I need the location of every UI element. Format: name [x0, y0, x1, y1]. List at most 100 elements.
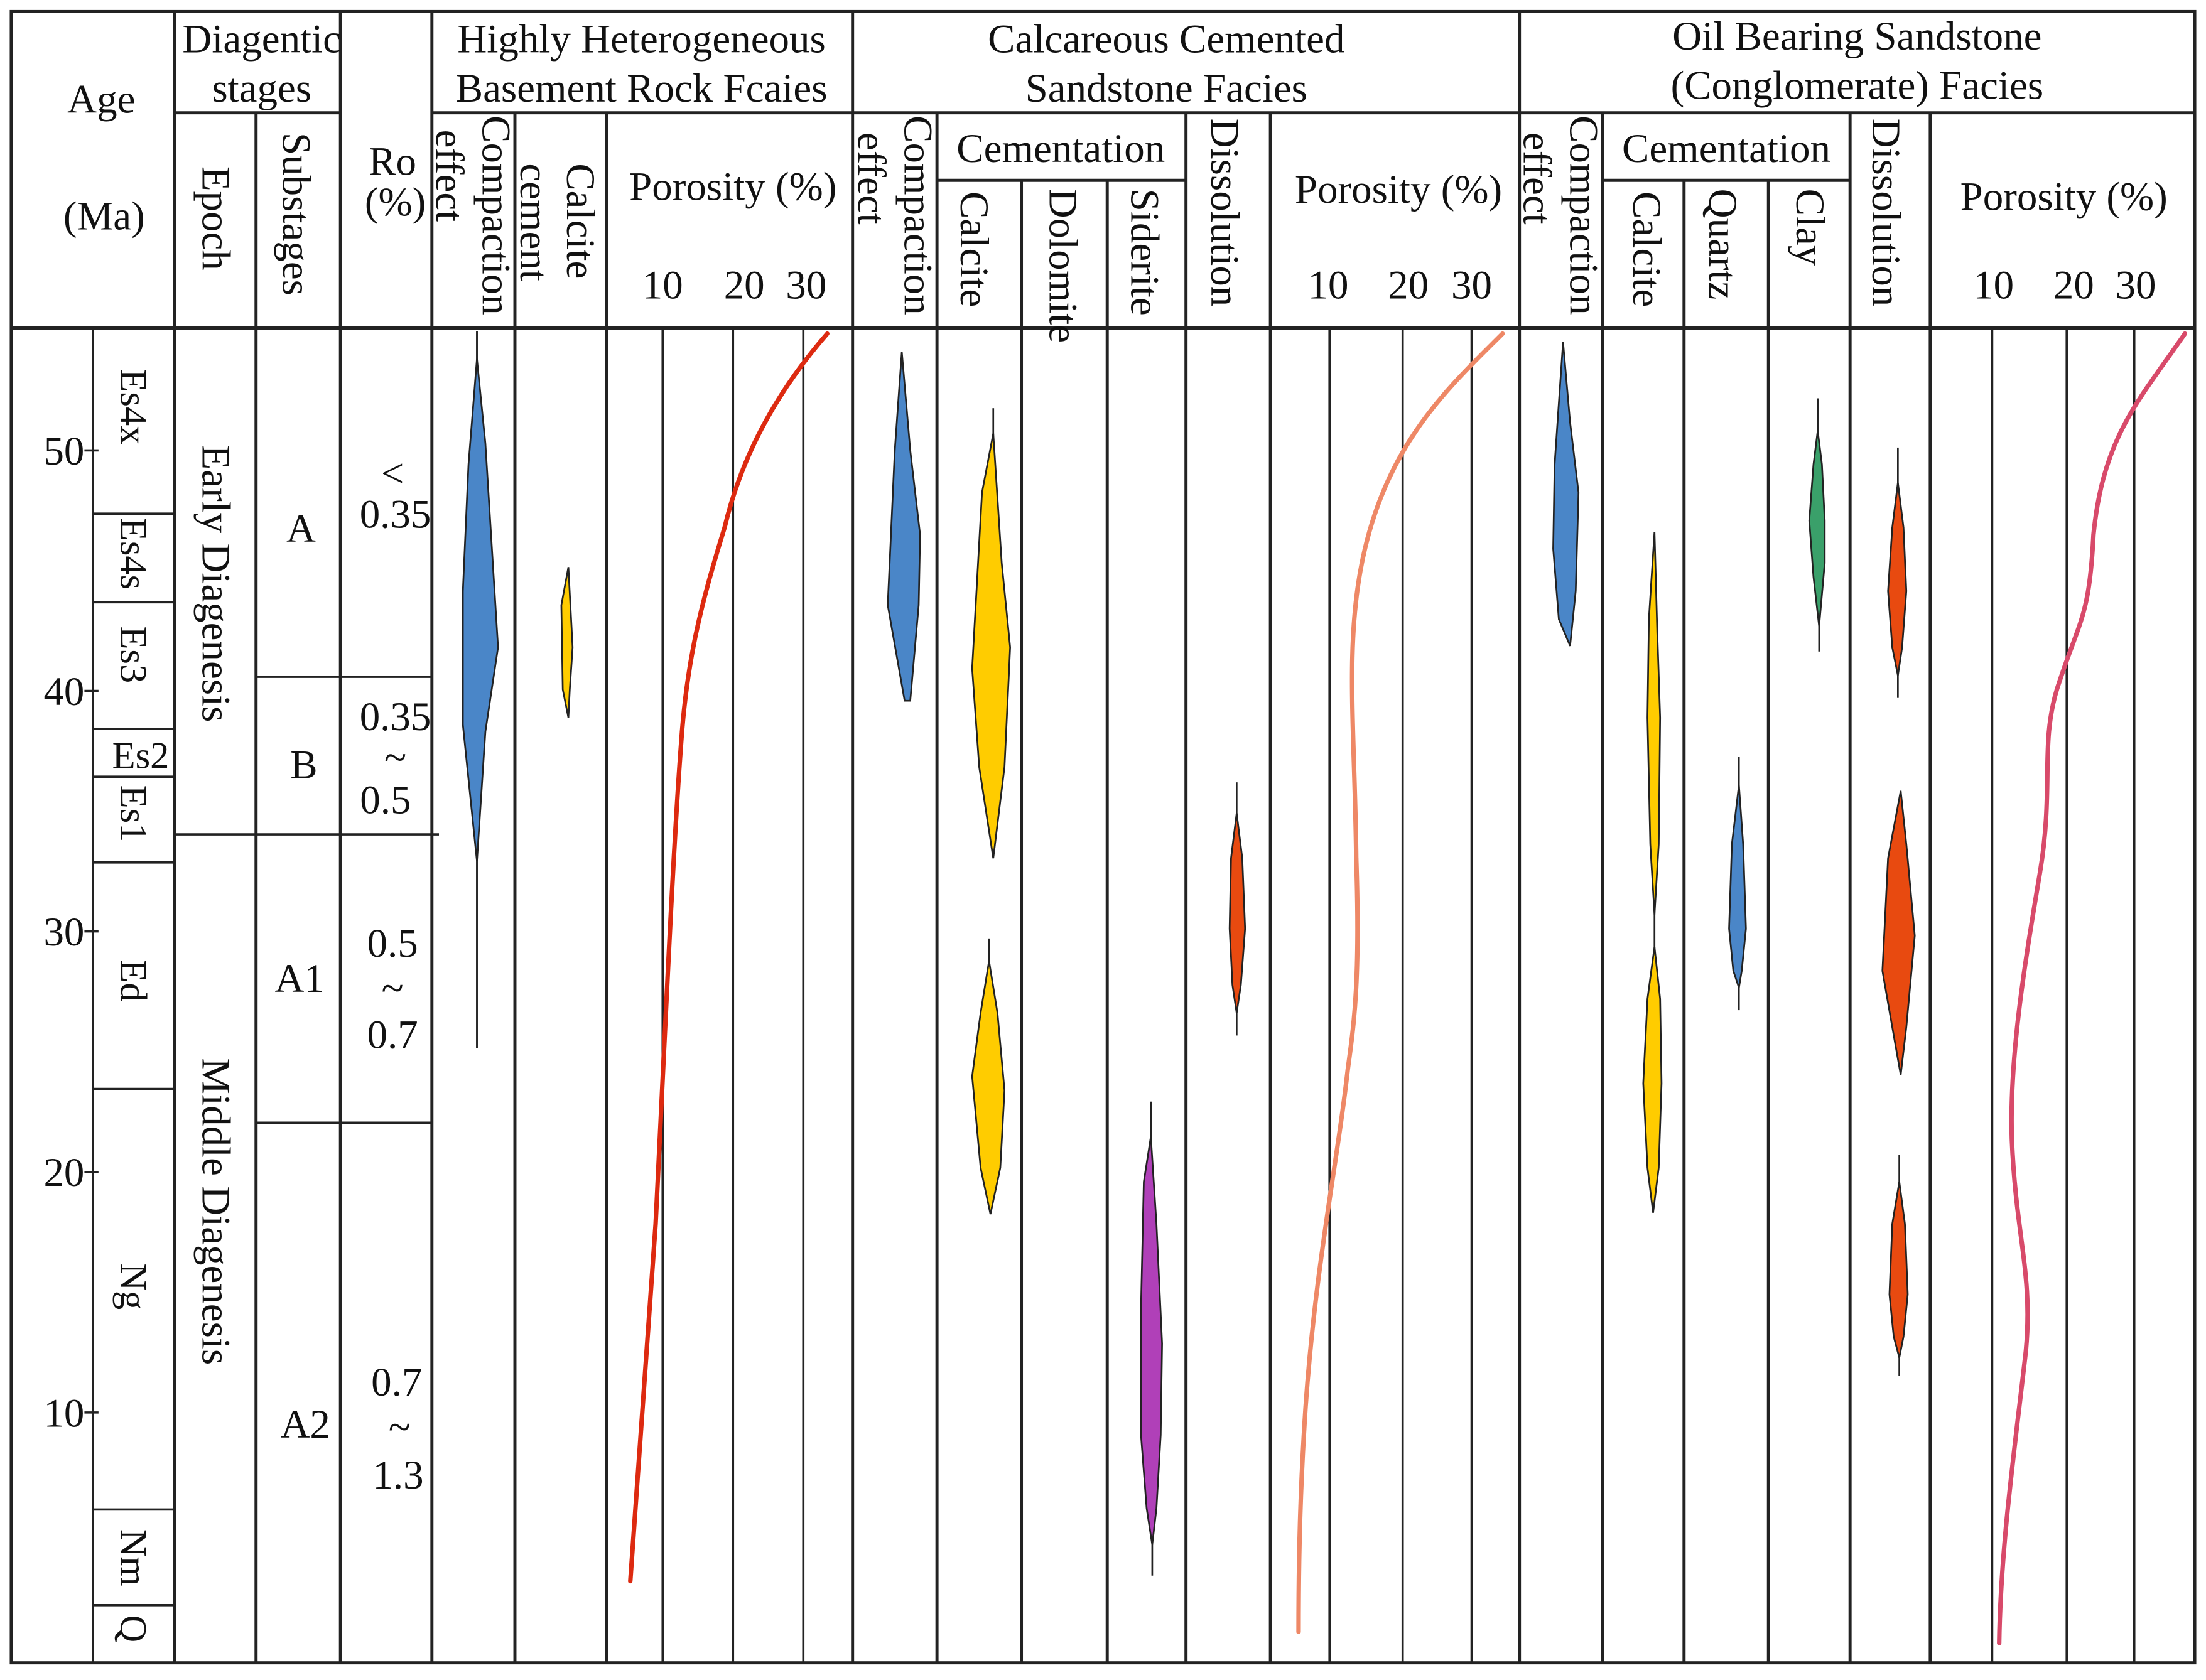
ro-header-line1: Ro [369, 139, 416, 184]
ro-a1-line2: ~ [382, 966, 404, 1011]
f1-compaction-header-line2: effect [427, 130, 472, 222]
formation-es1: Es1 [112, 785, 154, 843]
f2-dissolution-spindle [1228, 813, 1246, 1013]
f1-por-tick-30: 30 [786, 262, 826, 308]
substage-a2: A2 [280, 1402, 330, 1447]
f3-por-tick-30: 30 [2115, 262, 2156, 308]
epoch-early: Early Diagenesis [193, 444, 239, 722]
f3-dissolution3-spindle [1888, 1182, 1909, 1358]
age-tick-20: 20 [43, 1150, 84, 1195]
f3-clay-header: Clay [1787, 189, 1832, 266]
f3-porosity-curve [1997, 331, 2187, 1645]
f1-por-tick-10: 10 [642, 262, 683, 308]
formation-nm: Nm [112, 1529, 154, 1586]
ro-a-line2: 0.35 [360, 492, 431, 537]
f2-por-tick-20: 20 [1388, 262, 1429, 308]
ro-b-line3: 0.5 [360, 777, 411, 822]
facies1-title-line1: Highly Heterogeneous [457, 16, 825, 62]
facies1-title-line2: Basement Rock Fcaies [456, 66, 828, 111]
f2-calcite-header: Calcite [951, 191, 997, 307]
formation-labels: Es4x Es4s Es3 Es2 Es1 Ed Ng Nm Q [112, 369, 170, 1642]
f2-compaction-spindle [887, 352, 921, 702]
diag-stages-header-line2: stages [212, 66, 311, 111]
f2-porosity-curve [1296, 331, 1505, 1634]
ro-a2-line3: 1.3 [372, 1453, 423, 1498]
age-tick-10: 10 [43, 1391, 84, 1436]
f3-quartz-header: Quartz [1700, 189, 1745, 300]
ro-b-line1: 0.35 [360, 694, 431, 740]
porosity-gridlines [661, 328, 2136, 1663]
substages-header: Substages [273, 132, 318, 296]
epoch-header: Epoch [193, 166, 239, 271]
f3-dissolution-header: Dissolution [1863, 119, 1908, 307]
age-header-line2: (Ma) [63, 194, 145, 239]
ro-a1-line1: 0.5 [367, 921, 418, 966]
ro-b-line2: ~ [384, 735, 406, 780]
formation-ed: Ed [112, 959, 154, 1001]
ro-a1-line3: 0.7 [367, 1013, 418, 1058]
formation-es3: Es3 [112, 626, 154, 683]
f3-calcite-header: Calcite [1624, 191, 1669, 307]
f1-porosity-curve [628, 331, 830, 1584]
ro-a2-line2: ~ [389, 1405, 411, 1450]
f1-calcite-cement-spindle [560, 567, 574, 718]
stage-labels: Early Diagenesis Middle Diagenesis A B A… [193, 444, 431, 1497]
f2-por-tick-10: 10 [1307, 262, 1348, 308]
formation-es4s: Es4s [112, 518, 154, 590]
age-tick-50: 50 [43, 429, 84, 474]
epoch-middle: Middle Diagenesis [193, 1058, 239, 1365]
header-texts: Age (Ma) Diagentic stages Ro (%) Highly … [63, 14, 2168, 308]
outer-frame [9, 9, 2197, 1665]
age-header-line1: Age [67, 77, 135, 122]
f1-calcite-cement-header-line1: Calcite [558, 163, 603, 279]
formation-q: Q [112, 1615, 154, 1642]
formation-ng: Ng [112, 1263, 154, 1310]
f1-calcite-cement-header-line2: cement [511, 163, 556, 281]
facies3-title-line2: (Conglomerate) Facies [1671, 63, 2044, 108]
f2-calcite-lower-spindle [971, 961, 1006, 1215]
f2-porosity-header: Porosity (%) [1295, 167, 1502, 212]
rotated-header-labels: Epoch Substages Compaction effect Calcit… [193, 116, 1908, 343]
age-column-lines [84, 328, 440, 1663]
f2-siderite-header: Siderite [1122, 189, 1167, 316]
f2-cementation-header: Cementation [956, 126, 1165, 171]
f3-por-tick-20: 20 [2053, 262, 2094, 308]
f2-siderite-spindle [1140, 1136, 1163, 1545]
f1-compaction-header-line1: Compaction [473, 116, 518, 315]
f3-compaction-spindle [1552, 342, 1580, 647]
f1-compaction-spindle [462, 358, 499, 861]
formation-es4x: Es4x [112, 369, 154, 444]
facies2-title-line1: Calcareous Cemented [988, 16, 1344, 62]
formation-es2: Es2 [112, 735, 170, 777]
f3-por-tick-10: 10 [1973, 262, 2014, 308]
f1-porosity-header: Porosity (%) [629, 164, 836, 210]
f2-compaction-header-line1: Compaction [895, 116, 941, 315]
ro-header-line2: (%) [365, 180, 426, 225]
f3-calcite-upper-spindle [1646, 532, 1662, 915]
age-ticks: 50 40 30 20 10 [43, 429, 84, 1436]
age-tick-30: 30 [43, 910, 84, 955]
facies2-title-line2: Sandstone Facies [1025, 66, 1307, 111]
f3-clay-spindle [1808, 430, 1826, 627]
f3-quartz-spindle [1728, 785, 1747, 988]
f3-compaction-header-line2: effect [1514, 132, 1559, 225]
process-bars [462, 330, 1916, 1576]
f2-por-tick-30: 30 [1451, 262, 1492, 308]
f3-porosity-header: Porosity (%) [1960, 174, 2168, 219]
ro-a-line1: < [381, 451, 404, 497]
f3-dissolution1-spindle [1887, 482, 1908, 676]
diag-stages-header-line1: Diagentic [182, 16, 341, 62]
f3-cementation-header: Cementation [1622, 126, 1830, 171]
f3-calcite-lower-spindle [1642, 947, 1663, 1213]
f1-por-tick-20: 20 [724, 262, 765, 308]
facies3-title-line1: Oil Bearing Sandstone [1672, 14, 2041, 59]
substage-a1: A1 [275, 956, 325, 1001]
f2-compaction-header-line2: effect [849, 132, 894, 225]
porosity-curves [628, 331, 2187, 1645]
f2-calcite-upper-spindle [971, 433, 1011, 859]
table-grid [9, 9, 2197, 1665]
f2-dissolution-header: Dissolution [1202, 119, 1247, 307]
f3-dissolution2-spindle [1881, 790, 1916, 1075]
substage-a: A [286, 506, 316, 551]
